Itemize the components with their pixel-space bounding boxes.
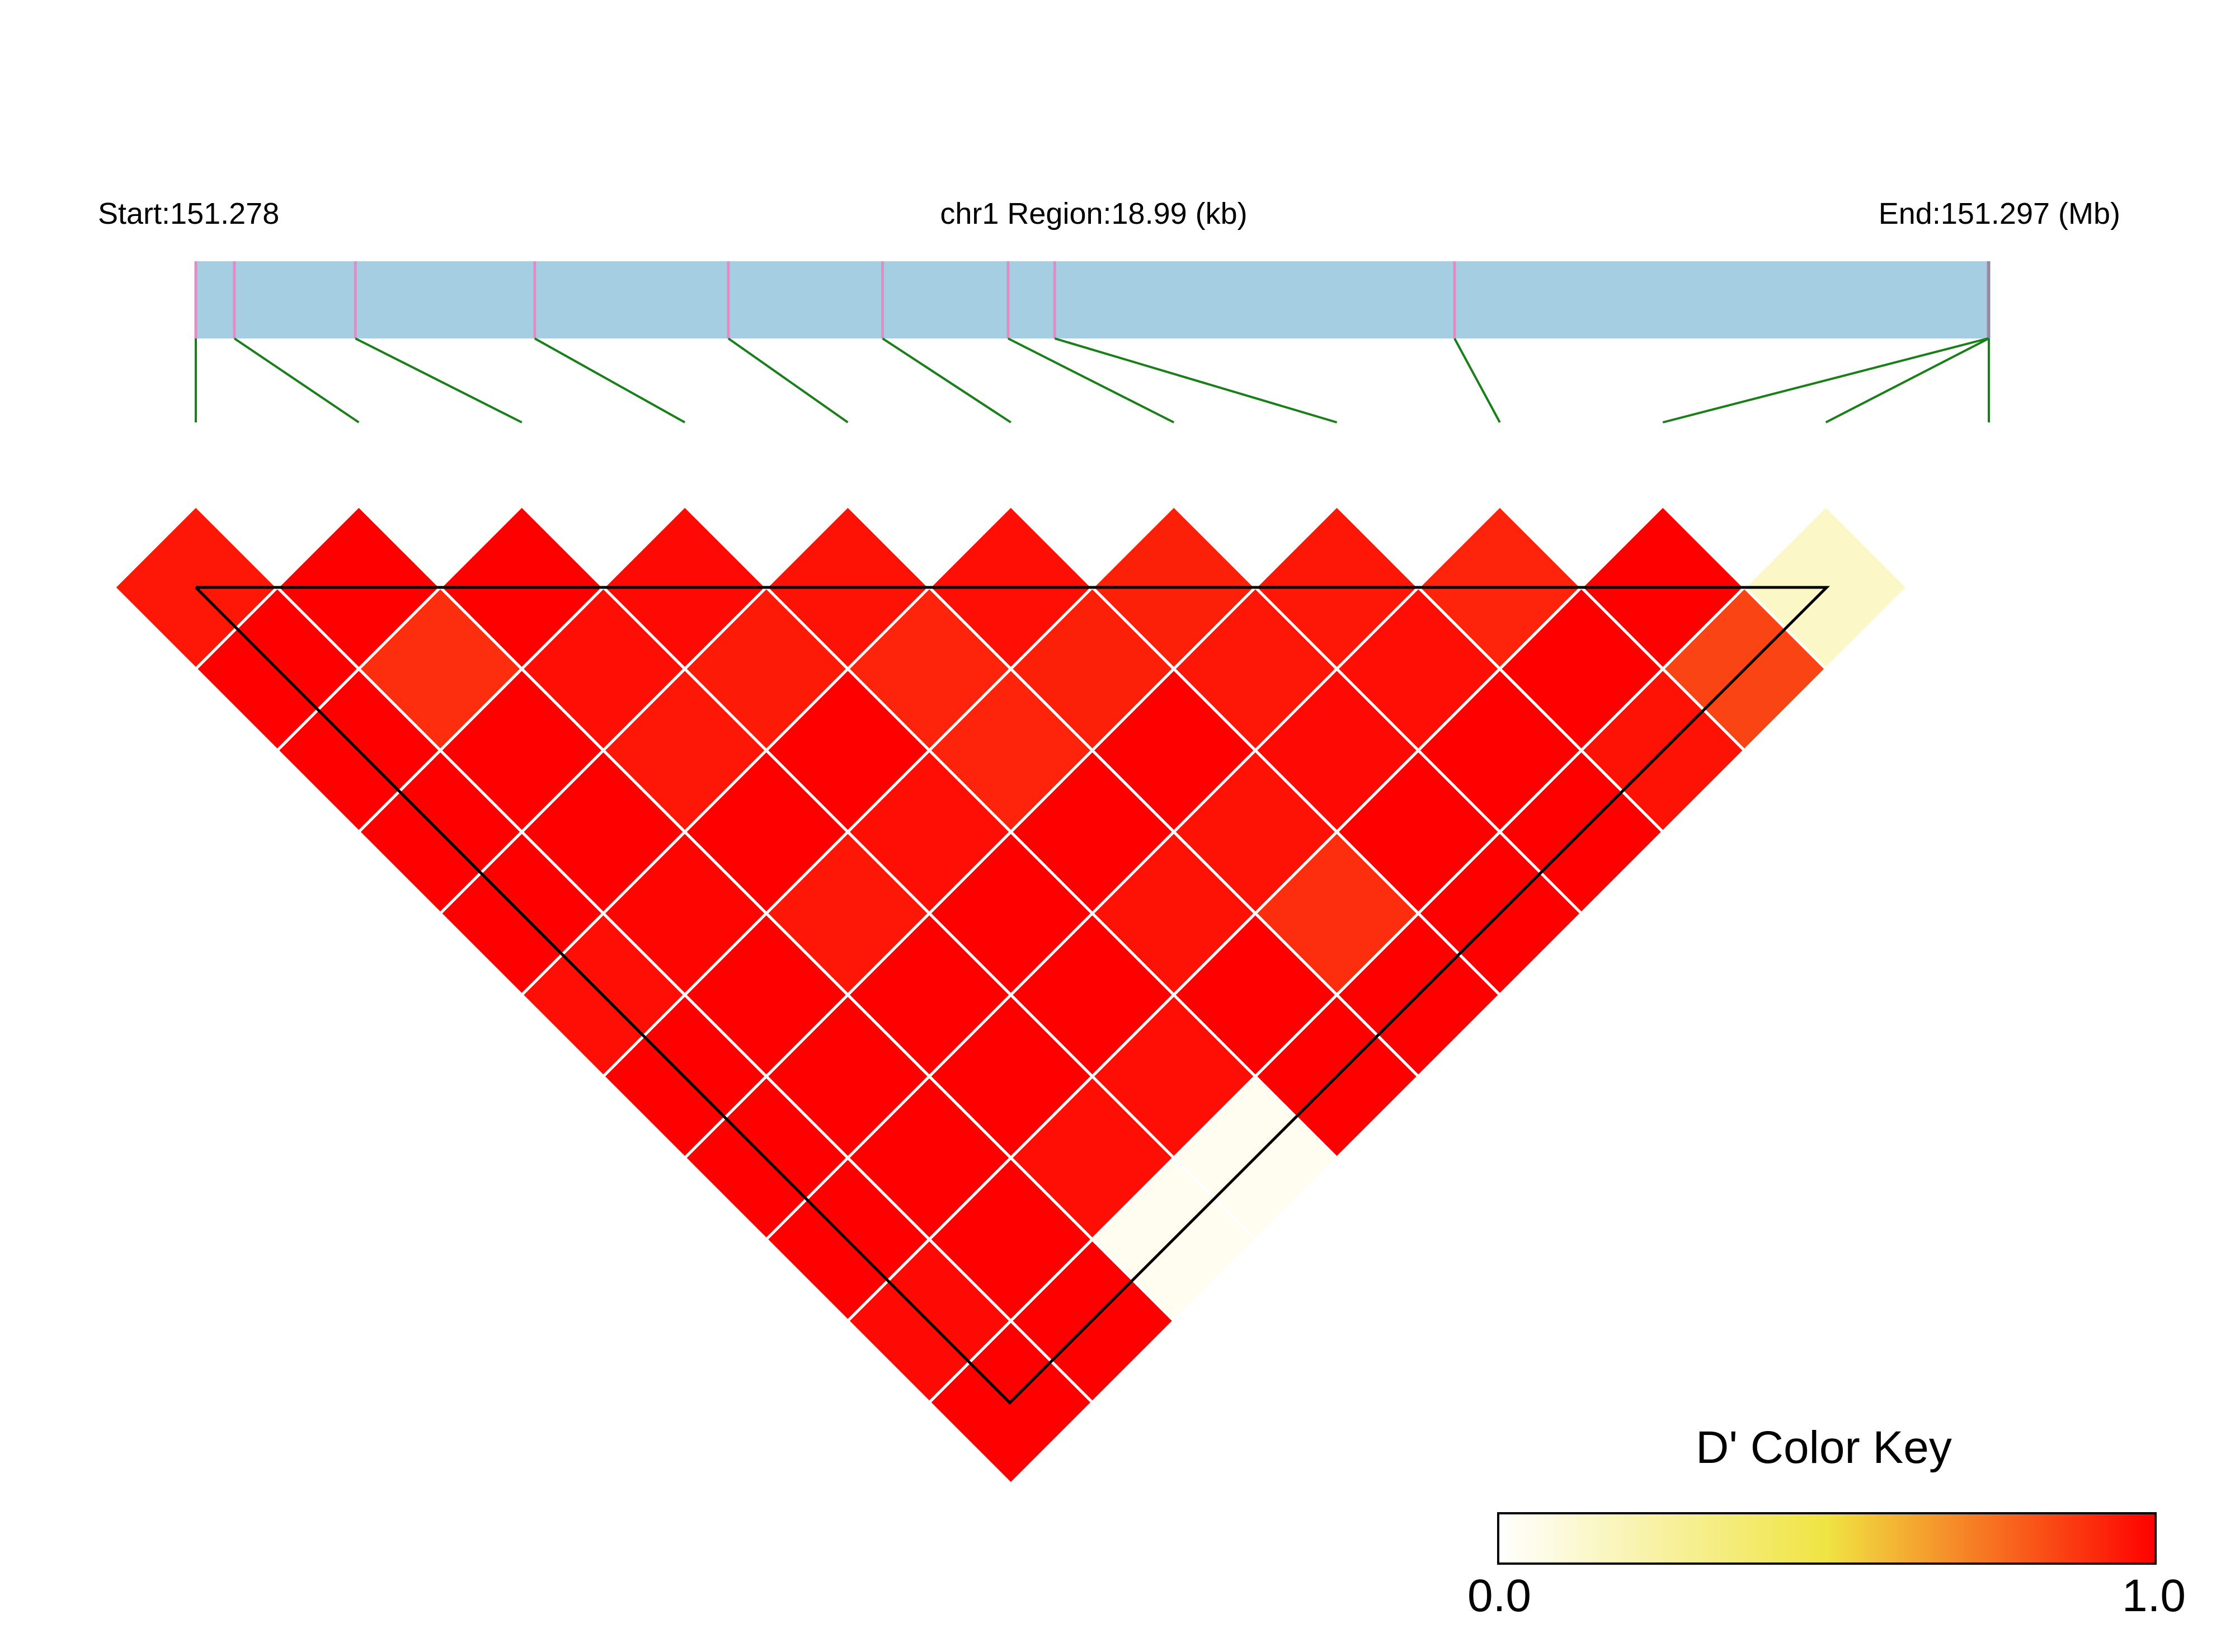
snp-connector-group	[195, 337, 1990, 423]
snp-connector	[233, 337, 360, 423]
snp-connector	[1007, 337, 1175, 423]
ld-block-outline	[195, 586, 1831, 1405]
region-label: chr1 Region:18.99 (kb)	[940, 197, 1247, 230]
snp-connector	[882, 337, 1011, 423]
color-key-min-label: 0.0	[1467, 1570, 1531, 1621]
ld-outline-group	[195, 586, 1831, 1405]
ld-cell-group	[112, 503, 1909, 1486]
snp-connector	[534, 337, 686, 423]
snp-marker-group	[194, 261, 1991, 338]
snp-connector	[355, 337, 523, 423]
start-label: Start:151.278	[98, 197, 279, 230]
color-key-title: D' Color Key	[1696, 1422, 1952, 1473]
snp-connector	[1453, 338, 1501, 423]
color-key-bar	[1497, 1512, 2157, 1565]
snp-connector	[1054, 337, 1338, 423]
snp-connector	[1662, 337, 1988, 423]
chromosome-track	[196, 261, 1989, 338]
snp-connector	[727, 337, 849, 423]
snp-connector	[1825, 337, 1989, 423]
end-label: End:151.297 (Mb)	[1879, 197, 2120, 230]
color-key-max-label: 1.0	[2122, 1570, 2186, 1621]
